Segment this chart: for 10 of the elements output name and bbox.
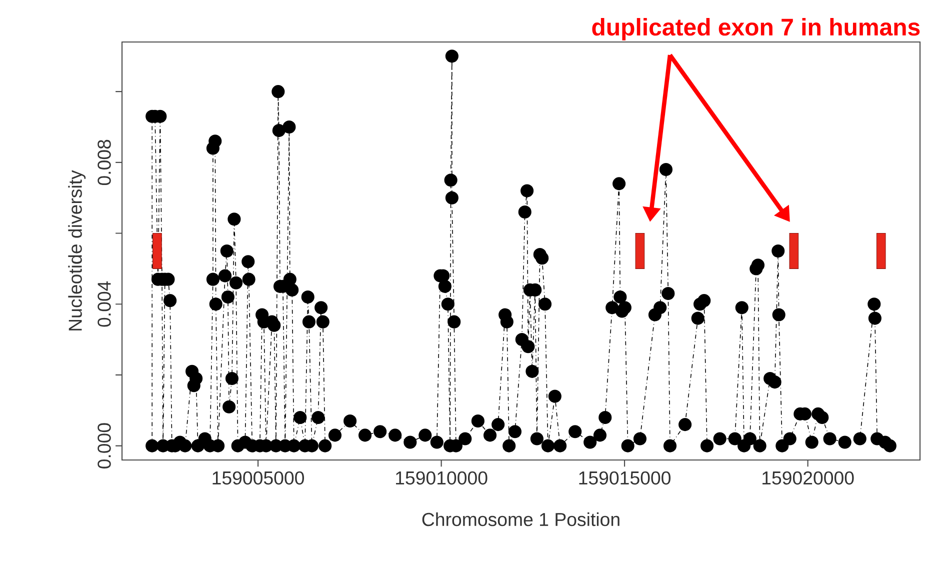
x-axis-title: Chromosome 1 Position	[422, 512, 620, 526]
x-tick-label: 159010000	[396, 471, 488, 485]
y-tick-label: 0.004	[98, 281, 111, 327]
x-tick-label: 159015000	[579, 471, 671, 485]
x-tick-label: 159005000	[212, 471, 304, 485]
text: duplicated exon 7 in humans	[592, 18, 920, 40]
y-tick-label: 0.008	[98, 140, 111, 186]
x-tick-label: 159020000	[762, 471, 854, 485]
y-tick-label: 0.000	[98, 423, 111, 468]
y-axis-title: Nucleotide diversity	[68, 170, 86, 330]
